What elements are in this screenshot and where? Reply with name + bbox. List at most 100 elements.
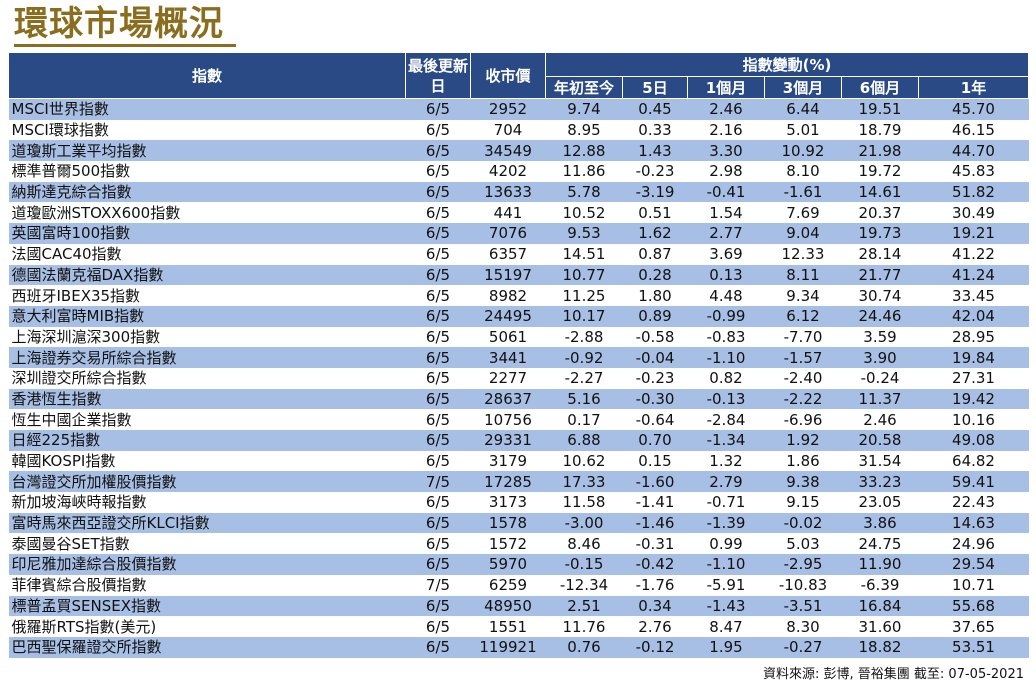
cell-name: 日經225指數 <box>8 430 406 451</box>
cell-m6: -0.24 <box>841 367 919 389</box>
header-6m: 6個月 <box>841 76 919 99</box>
header-1m: 1個月 <box>687 76 765 99</box>
table-row: 台灣證交所加權股價指數 7/5 17285 17.33 -1.60 2.79 9.38 33.… <box>8 471 1029 493</box>
cell-m6: 33.23 <box>841 471 919 493</box>
cell-m1: -1.10 <box>687 347 765 368</box>
cell-d5: 1.80 <box>622 285 688 306</box>
cell-date: 6/5 <box>405 595 471 617</box>
cell-ytd: 10.77 <box>545 264 623 286</box>
cell-name: 菲律賓綜合股價指數 <box>8 574 406 596</box>
cell-ytd: 6.88 <box>545 430 623 451</box>
cell-m1: -0.41 <box>687 181 765 203</box>
cell-name: 深圳證交所綜合指數 <box>8 367 406 389</box>
table-row: 英國富時100指數 6/5 7076 9.53 1.62 2.77 9.04 19.73 19.… <box>8 223 1029 244</box>
cell-ytd: 10.52 <box>545 202 623 224</box>
cell-date: 6/5 <box>405 409 471 430</box>
cell-m6: -6.39 <box>841 574 919 596</box>
table-row: 道瓊斯工業平均指數 6/5 34549 12.88 1.43 3.30 10.92 21.98… <box>8 140 1029 162</box>
cell-name: 意大利富時MIB指數 <box>8 305 406 327</box>
cell-y1: 29.54 <box>918 554 1029 575</box>
cell-y1: 45.83 <box>918 161 1029 182</box>
table-row: 德國法蘭克福DAX指數 6/5 15197 10.77 0.28 0.13 8.11 21.7… <box>8 264 1029 286</box>
cell-m1: 2.98 <box>687 161 765 182</box>
header-change-group: 指數變動(%) <box>544 52 1030 77</box>
cell-ytd: 11.25 <box>545 285 623 306</box>
cell-m6: 11.37 <box>841 388 919 410</box>
cell-name: 香港恆生指數 <box>8 388 406 410</box>
cell-y1: 19.42 <box>918 388 1029 410</box>
cell-date: 6/5 <box>405 326 471 348</box>
cell-m1: 0.82 <box>687 367 765 389</box>
cell-m6: 20.37 <box>841 202 919 224</box>
cell-m6: 24.75 <box>841 533 919 555</box>
cell-m6: 19.72 <box>841 161 919 182</box>
cell-d5: 0.89 <box>622 305 688 327</box>
table-row: 法國CAC40指數 6/5 6357 14.51 0.87 3.69 12.33 28.14 4… <box>8 243 1029 265</box>
cell-date: 6/5 <box>405 119 471 141</box>
cell-m6: 18.79 <box>841 119 919 141</box>
cell-d5: 1.62 <box>622 223 688 244</box>
cell-y1: 14.63 <box>918 512 1029 534</box>
cell-name: 新加坡海峽時報指數 <box>8 492 406 513</box>
table-row: 韓國KOSPI指數 6/5 3179 10.62 0.15 1.32 1.86 31.54 64… <box>8 450 1029 472</box>
cell-d5: -1.76 <box>622 574 688 596</box>
cell-close: 13633 <box>470 181 546 203</box>
cell-date: 6/5 <box>405 305 471 327</box>
cell-close: 17285 <box>470 471 546 493</box>
cell-name: 法國CAC40指數 <box>8 243 406 265</box>
cell-m6: 31.54 <box>841 450 919 472</box>
cell-m3: 1.92 <box>764 430 842 451</box>
cell-d5: 0.15 <box>622 450 688 472</box>
cell-name: 上海證券交易所綜合指數 <box>8 347 406 368</box>
table-row: 富時馬來西亞證交所KLCI指數 6/5 1578 -3.00 -1.46 -1.39 -0.… <box>8 512 1029 534</box>
cell-close: 28637 <box>470 388 546 410</box>
table-row: 深圳證交所綜合指數 6/5 2277 -2.27 -0.23 0.82 -2.40 -0.24… <box>8 367 1029 389</box>
cell-close: 3441 <box>470 347 546 368</box>
table-row: 新加坡海峽時報指數 6/5 3173 11.58 -1.41 -0.71 9.15 23.05… <box>8 492 1029 513</box>
cell-date: 6/5 <box>405 202 471 224</box>
cell-close: 704 <box>470 119 546 141</box>
cell-close: 3179 <box>470 450 546 472</box>
cell-ytd: 5.78 <box>545 181 623 203</box>
page-title: 環球市場概況 <box>14 4 224 44</box>
cell-m3: 7.69 <box>764 202 842 224</box>
cell-y1: 37.65 <box>918 616 1029 637</box>
table-row: 標準普爾500指數 6/5 4202 11.86 -0.23 2.98 8.10 19.72 4… <box>8 161 1029 182</box>
cell-y1: 41.22 <box>918 243 1029 265</box>
cell-y1: 49.08 <box>918 430 1029 451</box>
cell-y1: 46.15 <box>918 119 1029 141</box>
cell-date: 7/5 <box>405 471 471 493</box>
cell-m3: 8.11 <box>764 264 842 286</box>
cell-name: MSCI環球指數 <box>8 119 406 141</box>
cell-close: 6259 <box>470 574 546 596</box>
cell-m3: 8.30 <box>764 616 842 637</box>
cell-y1: 64.82 <box>918 450 1029 472</box>
cell-m6: 31.60 <box>841 616 919 637</box>
cell-m1: 1.95 <box>687 636 765 658</box>
cell-m3: 5.03 <box>764 533 842 555</box>
cell-y1: 19.84 <box>918 347 1029 368</box>
table-row: 俄羅斯RTS指數(美元) 6/5 1551 11.76 2.76 8.47 8.30 31.6… <box>8 616 1029 637</box>
cell-m6: 28.14 <box>841 243 919 265</box>
cell-name: 台灣證交所加權股價指數 <box>8 471 406 493</box>
cell-m3: -1.57 <box>764 347 842 368</box>
cell-close: 5061 <box>470 326 546 348</box>
cell-date: 6/5 <box>405 264 471 286</box>
cell-close: 3173 <box>470 492 546 513</box>
cell-m3: 9.38 <box>764 471 842 493</box>
cell-ytd: 9.74 <box>545 98 623 120</box>
cell-m1: 1.54 <box>687 202 765 224</box>
cell-d5: 0.70 <box>622 430 688 451</box>
cell-m6: 18.82 <box>841 636 919 658</box>
cell-m1: 4.48 <box>687 285 765 306</box>
cell-ytd: 14.51 <box>545 243 623 265</box>
cell-m3: -2.40 <box>764 367 842 389</box>
cell-close: 6357 <box>470 243 546 265</box>
cell-d5: 2.76 <box>622 616 688 637</box>
cell-close: 4202 <box>470 161 546 182</box>
cell-date: 6/5 <box>405 181 471 203</box>
cell-date: 6/5 <box>405 223 471 244</box>
cell-m1: -0.71 <box>687 492 765 513</box>
table-row: 巴西聖保羅證交所指數 6/5 119921 0.76 -0.12 1.95 -0.27 18.… <box>8 636 1029 658</box>
cell-d5: -0.23 <box>622 367 688 389</box>
